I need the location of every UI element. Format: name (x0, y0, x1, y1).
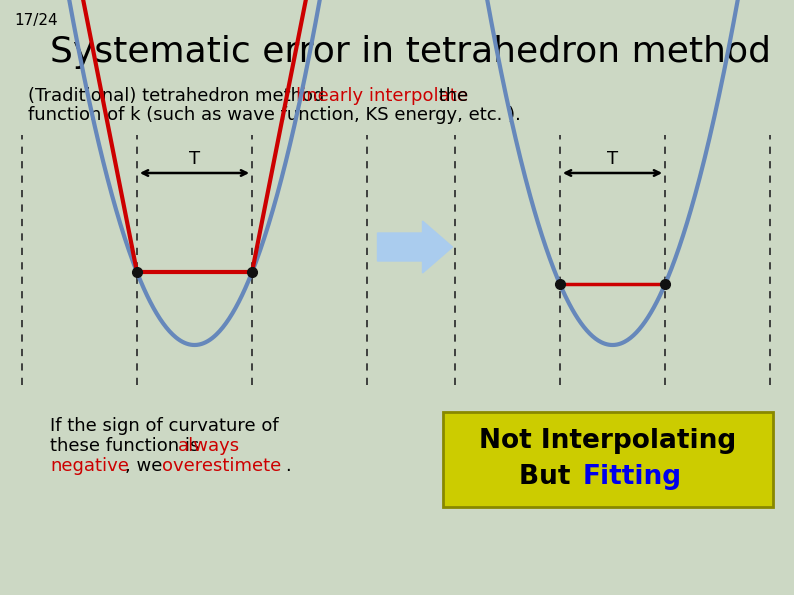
FancyBboxPatch shape (443, 412, 773, 507)
Text: Fitting: Fitting (583, 464, 682, 490)
Text: overestimete: overestimete (162, 457, 281, 475)
Text: function of k (such as wave function, KS energy, etc. ).: function of k (such as wave function, KS… (28, 106, 521, 124)
Text: T: T (189, 150, 200, 168)
Text: Not Interpolating: Not Interpolating (480, 428, 737, 454)
Text: .: . (285, 457, 291, 475)
Text: always: always (178, 437, 240, 455)
Polygon shape (377, 221, 453, 273)
Text: T: T (607, 150, 618, 168)
Text: negative: negative (50, 457, 129, 475)
Text: But: But (519, 464, 580, 490)
Text: (Traditional) tetrahedron method: (Traditional) tetrahedron method (28, 87, 330, 105)
Text: the: the (433, 87, 468, 105)
Text: 17/24: 17/24 (14, 13, 58, 28)
Text: If the sign of curvature of: If the sign of curvature of (50, 417, 279, 435)
Text: , we: , we (125, 457, 168, 475)
Text: Systematic error in tetrahedron method: Systematic error in tetrahedron method (50, 35, 771, 69)
Text: these function is: these function is (50, 437, 205, 455)
Text: linearly interpolate: linearly interpolate (296, 87, 468, 105)
